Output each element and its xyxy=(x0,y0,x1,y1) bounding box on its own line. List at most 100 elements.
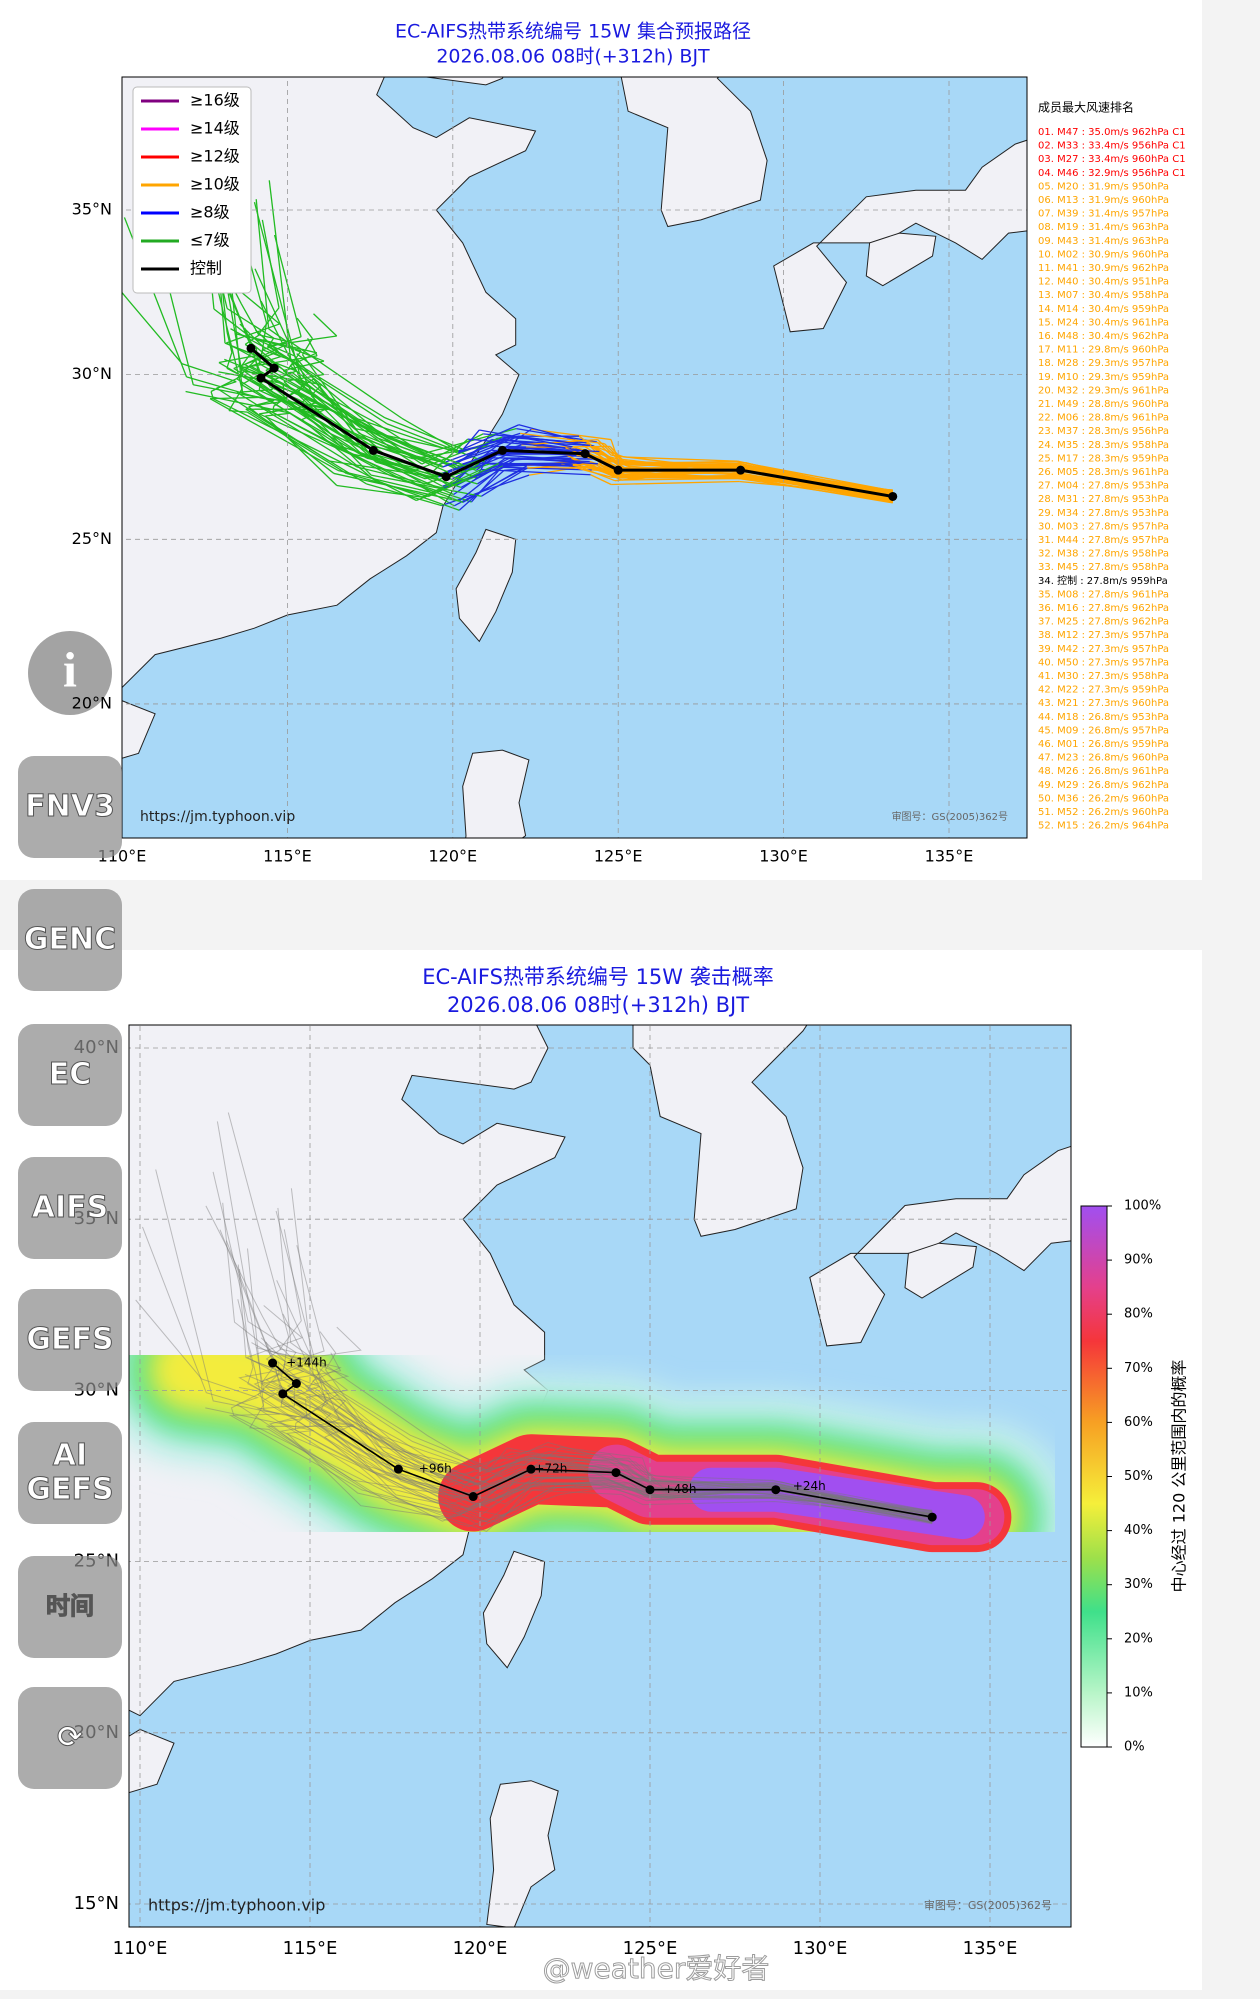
refresh-button[interactable]: ⟳ xyxy=(18,1687,122,1789)
ensemble-segment xyxy=(616,460,746,468)
track-point xyxy=(468,1492,478,1502)
ensemble-segment xyxy=(268,345,386,419)
ensemble-segment xyxy=(262,336,302,351)
track-point xyxy=(268,1358,278,1368)
bottom-frame xyxy=(128,1024,1072,1928)
y-label: 25°N xyxy=(72,529,112,548)
ensemble-segment xyxy=(428,462,499,498)
ensemble-segment xyxy=(531,428,612,441)
ranking-item: 44. M18 : 26.8m/s 953hPa xyxy=(1038,712,1169,723)
ensemble-track xyxy=(279,1229,933,1516)
track-point xyxy=(368,445,378,455)
ensemble-segment xyxy=(388,435,465,472)
ensemble-segment xyxy=(246,335,302,352)
ranking-item: 09. M43 : 31.4m/s 963hPa xyxy=(1038,236,1169,247)
ensemble-track xyxy=(278,1313,933,1524)
legend-label: ≥16级 xyxy=(190,91,240,110)
ensemble-track xyxy=(257,1361,933,1519)
ensemble-segment xyxy=(599,450,618,462)
ranking-item: 51. M52 : 26.2m/s 960hPa xyxy=(1038,807,1169,818)
ranking-item: 45. M09 : 26.8m/s 957hPa xyxy=(1038,725,1169,736)
ensemble-segment xyxy=(520,432,605,445)
ranking-item: 23. M37 : 28.3m/s 956hPa xyxy=(1038,426,1169,437)
side-button[interactable]: EC xyxy=(18,1024,122,1126)
ensemble-track xyxy=(205,1205,933,1515)
x-label: 120°E xyxy=(453,1938,508,1959)
ensemble-segment xyxy=(623,456,738,462)
side-button[interactable]: AI GEFS xyxy=(18,1422,122,1524)
ensemble-segment xyxy=(357,418,458,454)
side-button[interactable]: GEFS xyxy=(18,1289,122,1391)
ensemble-segment xyxy=(518,424,581,442)
side-button[interactable]: FNV3 xyxy=(18,756,122,858)
ensemble-segment xyxy=(226,307,275,339)
ranking-item: 38. M12 : 27.3m/s 957hPa xyxy=(1038,630,1169,641)
ensemble-segment xyxy=(431,438,469,473)
bottom-subtitle: 2026.08.06 08时(+312h) BJT xyxy=(447,993,749,1017)
ensemble-segment xyxy=(479,429,573,448)
track-label: +24h xyxy=(793,1479,826,1493)
control-track xyxy=(272,1362,933,1518)
ranking-item: 27. M04 : 27.8m/s 953hPa xyxy=(1038,481,1169,492)
ensemble-segment xyxy=(268,337,275,347)
side-button[interactable]: 时间 xyxy=(18,1556,122,1658)
ensemble-segment xyxy=(517,457,598,465)
side-button[interactable]: GENC xyxy=(18,889,122,991)
ranking-item: 24. M35 : 28.3m/s 958hPa xyxy=(1038,440,1169,451)
ranking-item: 13. M07 : 30.4m/s 958hPa xyxy=(1038,290,1169,301)
top-source: https://jm.typhoon.vip xyxy=(140,809,295,825)
ensemble-segment xyxy=(525,445,611,448)
ensemble-track xyxy=(253,1343,933,1524)
land xyxy=(865,232,937,287)
ranking-item: 04. M46 : 32.9m/s 956hPa C1 xyxy=(1038,168,1186,179)
ensemble-segment xyxy=(410,436,503,473)
info-button[interactable] xyxy=(28,631,112,715)
track-point xyxy=(246,343,256,353)
ensemble-segment xyxy=(285,372,381,443)
ranking-item: 05. M20 : 31.9m/s 950hPa xyxy=(1038,181,1169,192)
x-label: 120°E xyxy=(428,847,477,866)
colorbar-tick-label: 100% xyxy=(1124,1199,1161,1214)
ensemble-segment xyxy=(300,403,372,476)
colorbar-tick-label: 0% xyxy=(1124,1740,1145,1755)
ranking-item: 08. M19 : 31.4m/s 963hPa xyxy=(1038,222,1169,233)
control-track xyxy=(250,347,894,498)
ensemble-track xyxy=(155,1169,933,1523)
ranking-item: 32. M38 : 27.8m/s 958hPa xyxy=(1038,549,1169,560)
track-point xyxy=(269,363,279,373)
ranking-item: 16. M48 : 30.4m/s 962hPa xyxy=(1038,331,1169,342)
ranking-item: 31. M44 : 27.8m/s 957hPa xyxy=(1038,535,1169,546)
ensemble-track xyxy=(256,1383,933,1517)
ensemble-track xyxy=(290,1188,933,1516)
ranking-item: 25. M17 : 28.3m/s 959hPa xyxy=(1038,453,1169,464)
ranking-item: 03. M27 : 33.4m/s 960hPa C1 xyxy=(1038,154,1186,165)
track-point xyxy=(497,445,507,455)
ensemble-segment xyxy=(244,343,359,420)
ensemble-segment xyxy=(260,300,306,388)
ensemble-segment xyxy=(498,462,573,466)
y-label: 15°N xyxy=(74,1893,119,1914)
ranking-item: 01. M47 : 35.0m/s 962hPa C1 xyxy=(1038,127,1186,138)
bottom-source: https://jm.typhoon.vip xyxy=(148,1896,325,1915)
ensemble-segment xyxy=(589,444,625,470)
x-label: 130°E xyxy=(793,1938,848,1959)
ranking-item: 18. M28 : 29.3m/s 957hPa xyxy=(1038,358,1169,369)
colorbar-tick-label: 80% xyxy=(1124,1307,1153,1322)
legend-label: ≥12级 xyxy=(190,147,240,166)
ranking-item: 33. M45 : 27.8m/s 958hPa xyxy=(1038,562,1169,573)
ensemble-segment xyxy=(290,358,309,379)
ensemble-segment xyxy=(255,199,270,329)
ensemble-segment xyxy=(258,334,292,343)
ensemble-track xyxy=(222,1202,933,1515)
ensemble-segment xyxy=(412,445,489,460)
ranking-item: 47. M23 : 26.8m/s 960hPa xyxy=(1038,753,1169,764)
track-label: +96h xyxy=(419,1462,452,1476)
side-button[interactable]: AIFS xyxy=(18,1157,122,1259)
ensemble-segment xyxy=(216,381,237,389)
ranking-item: 49. M29 : 26.8m/s 962hPa xyxy=(1038,780,1169,791)
ensemble-segment xyxy=(240,303,260,336)
ensemble-track xyxy=(227,1112,933,1520)
ensemble-segment xyxy=(370,474,482,497)
ensemble-track xyxy=(219,1229,933,1516)
